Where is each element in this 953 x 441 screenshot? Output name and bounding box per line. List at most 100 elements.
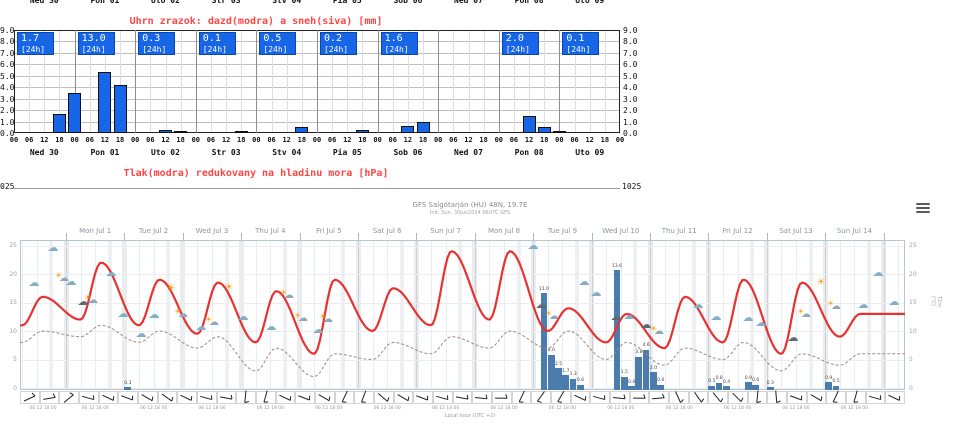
precip-bar bbox=[295, 126, 309, 133]
rain-bar-value: 13.6 bbox=[611, 263, 623, 269]
y-tick-label-left: 8.0 bbox=[0, 37, 15, 47]
gridline-day-boundary bbox=[498, 30, 500, 133]
wind-barb-icon bbox=[397, 394, 409, 402]
gridline-6h bbox=[120, 31, 122, 132]
gridline-6h bbox=[255, 240, 257, 390]
day-label: Sun Jul 14 bbox=[836, 227, 872, 235]
hour-tick-label: 06 12 18 00 bbox=[665, 406, 693, 411]
temp-tick-label-left: 10 bbox=[9, 327, 17, 335]
rain-bar-value: 0.4 bbox=[628, 379, 636, 385]
wind-barb-cell bbox=[20, 391, 40, 404]
wind-barb-cell bbox=[865, 391, 886, 404]
hour-tick-label: 06 12 18 00 bbox=[81, 406, 109, 411]
wind-barb-cell bbox=[767, 390, 787, 404]
cloud-icon: ☁ bbox=[692, 298, 704, 311]
day-label: Tue Jul 2 bbox=[138, 227, 169, 235]
gridline-6h bbox=[109, 240, 111, 390]
day-label: Sob 06 bbox=[393, 148, 423, 157]
precip-bar bbox=[416, 121, 430, 133]
y-tick-label-left: 7.0 bbox=[0, 48, 15, 58]
temp-tick-label-left: 20 bbox=[9, 270, 17, 278]
daily-total-value: 2.0 bbox=[505, 32, 524, 44]
wind-barb-cell bbox=[669, 391, 689, 404]
rain-bar bbox=[715, 382, 723, 390]
cloud-icon: ☁ bbox=[578, 275, 590, 288]
cloud-icon: ☁ bbox=[47, 241, 59, 254]
y-tick-label-left: 3.0 bbox=[0, 94, 15, 104]
gridline-6h bbox=[372, 240, 374, 390]
wind-barb-icon bbox=[475, 394, 488, 400]
wind-barb-icon bbox=[775, 390, 782, 404]
gridline-6h bbox=[150, 31, 152, 132]
y-tick-label-left: 2.0 bbox=[0, 106, 15, 116]
daily-total-period: [24h] bbox=[202, 44, 227, 54]
temperature-line bbox=[20, 250, 905, 355]
day-label: Thu Jul 11 bbox=[661, 227, 697, 235]
gridline-day-boundary bbox=[195, 30, 197, 133]
daily-total-period: [24h] bbox=[263, 44, 288, 54]
gridline-6h bbox=[781, 240, 783, 390]
gridline-day-boundary bbox=[559, 30, 561, 133]
day-label: Fri Jul 12 bbox=[722, 227, 753, 235]
precip-bar bbox=[68, 92, 82, 133]
rain-bar bbox=[825, 382, 832, 390]
gridline-6h bbox=[796, 240, 797, 390]
gridline-6h bbox=[620, 240, 622, 390]
wind-barb-cell bbox=[197, 391, 217, 404]
y-tick-label-right: 7.0 bbox=[623, 48, 638, 58]
rain-bar-value: 3.8 bbox=[635, 350, 643, 356]
hour-tick-label: 06 12 18 00 bbox=[548, 406, 576, 411]
cloud-icon: ☁ bbox=[117, 307, 129, 320]
day-label: Pon 08 bbox=[514, 148, 544, 157]
daily-total-box: 1.7 [24h] bbox=[17, 31, 54, 55]
sun-part: ☀ bbox=[650, 324, 658, 333]
wind-barb-cell bbox=[649, 391, 669, 404]
cloud-part: ☁ bbox=[178, 309, 188, 320]
wind-barb-icon bbox=[518, 390, 525, 403]
rain-bar-value: 2.0 bbox=[649, 365, 658, 371]
rain-bar-value: 0.9 bbox=[744, 375, 752, 381]
day-label: Ned 07 bbox=[454, 148, 483, 157]
wind-barb-cell bbox=[846, 390, 866, 404]
gridline-6h bbox=[693, 240, 695, 390]
local-time-footer: Local hour (UTC +2) bbox=[444, 413, 496, 419]
wind-barb-cell bbox=[551, 390, 571, 404]
raincloud-icon: ☁ bbox=[787, 331, 799, 344]
gridline-6h bbox=[299, 240, 301, 390]
hour-tick-label: 06 12 18 00 bbox=[782, 406, 810, 411]
gridline-6h bbox=[407, 31, 409, 132]
gridline-6h bbox=[124, 240, 126, 390]
hour-tick-label: 18 bbox=[418, 136, 428, 144]
day-boundary-tick bbox=[416, 233, 418, 240]
cloud-icon: ☁ bbox=[857, 298, 869, 311]
cloud-icon: ☁ bbox=[623, 309, 635, 322]
gridline-6h bbox=[664, 240, 666, 390]
hour-tick-label: 06 bbox=[509, 136, 519, 144]
gridline-6h bbox=[89, 31, 91, 132]
cloud-part: ☁ bbox=[323, 314, 333, 325]
cloud-part: ☁ bbox=[284, 290, 294, 301]
precip-chart-title: Uhrn zrazok: dazd(modra) a sneh(siva) [m… bbox=[129, 16, 383, 27]
suncloud-icon: ☀ ☁ bbox=[545, 309, 561, 324]
rain-bar-value: 0.3 bbox=[766, 380, 774, 386]
wind-barb-cell bbox=[433, 391, 453, 404]
hour-tick-label: 06 bbox=[570, 136, 579, 144]
sun-part: ☀ bbox=[55, 271, 63, 280]
gridline-6h bbox=[210, 31, 212, 132]
wind-barb-icon bbox=[318, 394, 331, 402]
cloud-icon: ☁ bbox=[135, 327, 147, 340]
wind-barb-cell bbox=[216, 391, 237, 404]
gridline-6h bbox=[285, 240, 286, 390]
hour-tick-label: 18 bbox=[540, 136, 549, 144]
wind-barb-icon bbox=[42, 393, 56, 400]
pressure-axis-label-right: 1025 bbox=[622, 182, 642, 191]
day-label: Thu Jul 4 bbox=[255, 227, 286, 235]
gridline-6h bbox=[95, 240, 97, 390]
wind-barb-cell bbox=[610, 391, 630, 404]
cloud-icon: ☁ bbox=[590, 286, 602, 299]
rain-bar bbox=[547, 354, 555, 390]
hamburger-menu-icon[interactable] bbox=[916, 203, 932, 215]
gridline-6h bbox=[460, 240, 462, 390]
suncloud-icon: ☀ ☁ bbox=[650, 324, 666, 339]
